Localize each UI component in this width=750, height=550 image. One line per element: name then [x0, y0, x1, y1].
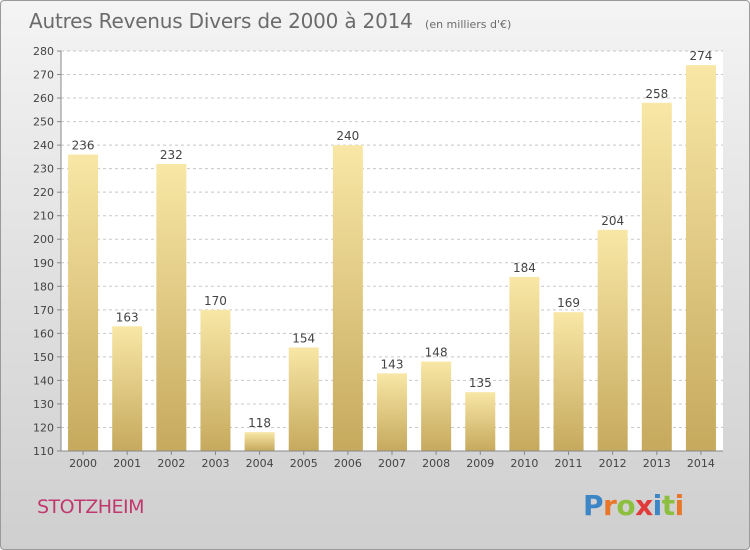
y-tick-label: 250: [33, 116, 54, 129]
bar: [641, 102, 672, 451]
x-tick-label: 2007: [378, 457, 406, 470]
bar: [685, 65, 716, 451]
y-axis: 110 120 130 140 150 160 170 180 190 200 210 220 230 2…: [33, 45, 62, 458]
bar-value-label: 204: [601, 214, 624, 228]
bar-value-label: 135: [469, 376, 492, 390]
y-tick-label: 270: [33, 69, 54, 82]
x-tick-label: 2004: [246, 457, 274, 470]
bar: [68, 154, 99, 451]
y-tick-label: 150: [33, 351, 54, 364]
y-tick-label: 110: [33, 445, 54, 458]
title-text: Autres Revenus Divers de 2000 à 2014: [29, 9, 413, 33]
bar-value-label: 163: [116, 310, 139, 324]
y-tick-label: 170: [33, 304, 54, 317]
bar-value-label: 169: [557, 296, 580, 310]
x-tick-label: 2005: [290, 457, 318, 470]
y-tick-label: 280: [33, 45, 54, 58]
bar: [509, 276, 540, 451]
x-tick-label: 2002: [157, 457, 185, 470]
bar-value-label: 184: [513, 261, 536, 275]
x-tick-label: 2012: [599, 457, 627, 470]
bar-value-label: 236: [72, 139, 95, 153]
bar-value-label: 232: [160, 148, 183, 162]
commune-name: STOTZHEIM: [37, 496, 145, 518]
logo-letter: t: [661, 489, 675, 522]
chart-title: Autres Revenus Divers de 2000 à 2014 (en…: [29, 9, 511, 33]
bar-value-label: 240: [336, 129, 359, 143]
bar-value-label: 148: [425, 346, 448, 360]
bar-value-label: 258: [645, 87, 668, 101]
logo-letter: i: [674, 489, 685, 522]
x-tick-label: 2001: [113, 457, 141, 470]
y-tick-label: 180: [33, 280, 54, 293]
x-tick-label: 2008: [422, 457, 450, 470]
unit-label: (en milliers d'€): [425, 18, 512, 31]
logo-letter: x: [635, 489, 653, 522]
bar-value-label: 170: [204, 294, 227, 308]
x-tick-label: 2010: [510, 457, 538, 470]
bar-value-label: 143: [381, 357, 404, 371]
y-tick-label: 160: [33, 327, 54, 340]
bar: [376, 373, 408, 451]
x-tick-label: 2003: [201, 457, 229, 470]
y-tick-label: 210: [33, 210, 54, 223]
logo-letter: o: [616, 489, 636, 522]
x-tick-label: 2014: [687, 457, 715, 470]
proxiti-logo: Proxiti: [583, 489, 684, 522]
bar: [288, 347, 319, 451]
y-tick-label: 230: [33, 163, 54, 176]
logo-letter: i: [652, 489, 663, 522]
x-tick-label: 2000: [69, 457, 97, 470]
y-tick-label: 260: [33, 92, 54, 105]
bar: [112, 326, 143, 451]
x-tick-label: 2011: [555, 457, 583, 470]
bar: [244, 432, 275, 451]
y-tick-label: 190: [33, 257, 54, 270]
x-tick-label: 2013: [643, 457, 671, 470]
bar: [553, 312, 584, 451]
bars: 236 163 232 170 118 154 240 143 148 135 184 169 204 2…: [68, 49, 716, 452]
bar: [597, 229, 628, 451]
bar-value-label: 118: [248, 416, 271, 430]
y-tick-label: 140: [33, 374, 54, 387]
bar: [465, 392, 496, 451]
bar: [421, 361, 452, 451]
bar-value-label: 274: [689, 49, 712, 63]
y-tick-label: 220: [33, 186, 54, 199]
logo-letter: P: [583, 489, 604, 522]
y-tick-label: 120: [33, 421, 54, 434]
x-tick-label: 2009: [466, 457, 494, 470]
x-axis: 2000 2001 2002 2003 2004 2005 2006 2007 2008 2009…: [61, 450, 723, 470]
bar: [156, 163, 187, 452]
y-tick-label: 240: [33, 139, 54, 152]
y-tick-label: 200: [33, 233, 54, 246]
y-tick-label: 130: [33, 398, 54, 411]
logo-letter: r: [603, 489, 617, 522]
bar-value-label: 154: [292, 331, 315, 345]
bar: [200, 309, 231, 451]
bar: [332, 145, 363, 451]
x-tick-label: 2006: [334, 457, 362, 470]
